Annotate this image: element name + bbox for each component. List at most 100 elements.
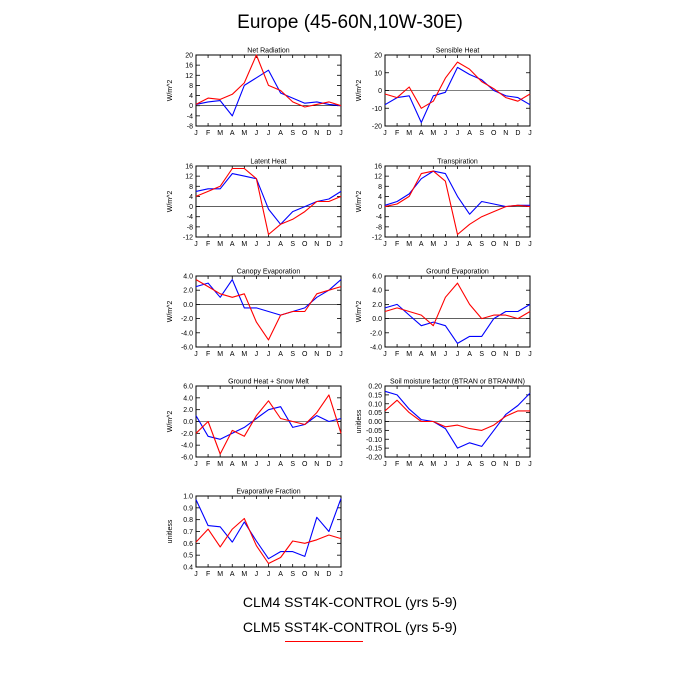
y-tick-label: -2.0 [181,431,193,438]
x-tick-label: A [278,241,283,248]
y-tick-label: 0.7 [183,529,193,536]
x-tick-label: A [467,351,472,358]
x-tick-label: N [503,351,508,358]
plot-frame [195,54,342,127]
series-line-clm5 [384,282,531,327]
y-tick-label: 0.05 [368,410,382,417]
y-tick-label: 8 [189,83,193,90]
x-tick-label: M [217,351,223,358]
y-tick-label: -0.15 [366,446,382,453]
y-tick-label: 0 [378,204,382,211]
y-axis-label: W/m^2 [167,80,174,102]
x-tick-label: A [419,241,424,248]
series-line-clm4 [384,170,530,215]
x-tick-label: M [406,351,412,358]
x-tick-label: J [339,461,343,468]
x-tick-label: M [241,130,247,137]
series-line-clm4 [384,66,531,124]
x-tick-label: A [419,130,424,137]
y-tick-label: 0.15 [368,392,382,399]
y-tick-label: 2.0 [372,302,382,309]
legend-swatch-clm5 [285,641,363,642]
y-tick-label: -4 [187,214,193,221]
panel-ground-heat-snow-melt: J F M A M J J A S O N D J-6.0-4.0-2.00.02.04.06.0Gro… [167,379,343,469]
x-tick-label: M [217,461,223,468]
x-tick-label: O [491,130,497,137]
y-axis-label: W/m^2 [356,80,363,102]
x-tick-label: F [206,351,210,358]
y-tick-label: 0 [378,88,382,95]
x-tick-label: O [302,571,308,578]
x-tick-label: A [278,571,283,578]
y-tick-label: 2.0 [183,407,193,414]
x-tick-label: J [194,241,198,248]
panel-title: Latent Heat [250,159,286,166]
y-tick-label: 12 [185,73,193,80]
y-tick-label: -6.0 [181,345,193,352]
x-tick-label: S [290,241,295,248]
x-tick-label: J [339,571,343,578]
panel-title: Canopy Evaporation [237,269,301,276]
y-tick-label: -8 [376,224,382,231]
y-tick-label: 4.0 [183,274,193,281]
y-tick-label: -4.0 [370,345,382,352]
series-line-clm4 [195,69,342,117]
x-tick-label: J [456,241,460,248]
series-line-clm4 [195,406,342,440]
x-tick-label: J [528,241,532,248]
y-tick-label: 2.0 [183,288,193,295]
x-tick-label: F [395,351,399,358]
x-tick-label: J [456,130,460,137]
x-tick-label: A [230,571,235,578]
x-tick-label: N [503,241,508,248]
x-tick-label: J [456,461,460,468]
y-tick-label: 4.0 [183,395,193,402]
x-tick-label: N [503,130,508,137]
y-axis-label: unitless [167,519,174,543]
x-tick-label: J [444,130,448,137]
y-tick-label: 0 [189,103,193,110]
x-tick-label: J [255,130,259,137]
x-tick-label: N [314,461,319,468]
x-tick-label: A [230,130,235,137]
y-tick-label: 4 [189,194,193,201]
y-tick-label: 12 [185,174,193,181]
x-tick-label: M [430,130,436,137]
x-tick-label: D [515,461,520,468]
panel-title: Net Radiation [247,48,290,55]
x-tick-label: S [479,130,484,137]
x-tick-label: D [326,241,331,248]
x-tick-label: M [241,571,247,578]
series-line-clm5 [384,170,531,236]
y-axis-label: W/m^2 [167,411,174,433]
x-tick-label: F [206,461,210,468]
x-tick-label: J [383,241,387,248]
y-tick-label: 16 [185,164,193,171]
series-line-clm5 [195,54,342,108]
y-tick-label: 0.5 [183,553,193,560]
y-tick-label: -0.10 [366,437,382,444]
y-tick-label: 20 [185,53,193,60]
figure-title: Europe (45-60N,10W-30E) [237,12,463,33]
legend-entry-clm5: CLM5 SST4K-CONTROL (yrs 5-9) [242,619,458,635]
x-tick-label: N [314,571,319,578]
x-tick-label: O [302,241,308,248]
series-line-clm4 [195,498,342,560]
x-tick-label: J [255,241,259,248]
x-tick-label: S [479,461,484,468]
x-tick-label: O [302,130,308,137]
x-tick-label: J [194,571,198,578]
panel-title: Soil moisture factor (BTRAN or BTRANMN) [390,379,525,386]
x-tick-label: J [383,351,387,358]
panel-title: Ground Heat + Snow Melt [228,379,309,386]
y-tick-label: 0.6 [183,541,193,548]
x-tick-label: A [278,130,283,137]
x-tick-label: O [491,461,497,468]
x-tick-label: N [314,241,319,248]
x-tick-label: A [419,461,424,468]
x-tick-label: J [444,461,448,468]
y-axis-label: W/m^2 [356,301,363,323]
y-axis-label: unitless [356,409,363,433]
y-tick-label: 0.20 [368,384,382,391]
series-line-clm4 [384,303,531,344]
